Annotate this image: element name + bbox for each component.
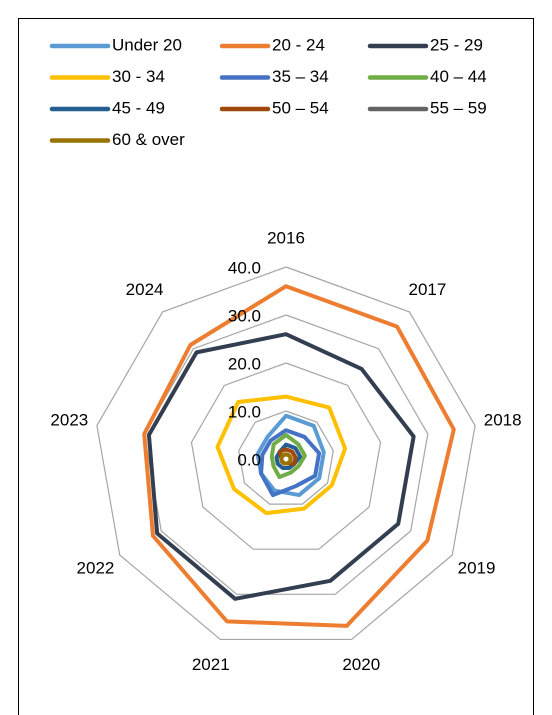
- category-label: 2016: [267, 228, 305, 247]
- series-line: [255, 413, 326, 498]
- legend-label: 20 - 24: [272, 35, 325, 54]
- category-label: 2019: [458, 558, 496, 577]
- legend-label: Under 20: [112, 35, 182, 54]
- legend-label: 25 - 29: [430, 35, 483, 54]
- series-line: [142, 284, 456, 628]
- legend-label: 50 – 54: [272, 98, 329, 117]
- grid-ring: [190, 362, 382, 550]
- legend-label: 40 – 44: [430, 67, 487, 86]
- r-tick-label: 30.0: [228, 306, 261, 325]
- legend-label: 30 - 34: [112, 67, 165, 86]
- legend-label: 55 – 59: [430, 98, 487, 117]
- grid-ring: [143, 314, 429, 595]
- series-line: [215, 394, 348, 516]
- category-label: 2020: [342, 655, 380, 674]
- r-tick-label: 20.0: [228, 354, 261, 373]
- legend-label: 60 & over: [112, 130, 185, 149]
- r-tick-label: 0.0: [237, 450, 261, 469]
- category-label: 2021: [192, 655, 230, 674]
- series-line: [259, 428, 322, 498]
- category-label: 2017: [408, 280, 446, 299]
- category-label: 2024: [126, 280, 164, 299]
- series-line: [146, 332, 416, 601]
- chart-border: [18, 18, 534, 715]
- category-label: 2018: [484, 410, 522, 429]
- series-line: [269, 433, 307, 480]
- r-tick-label: 40.0: [228, 258, 261, 277]
- series-line: [274, 442, 303, 471]
- r-tick-label: 10.0: [228, 402, 261, 421]
- legend-label: 45 - 49: [112, 98, 165, 117]
- grid-ring: [96, 266, 476, 641]
- legend-label: 35 – 34: [272, 67, 329, 86]
- category-label: 2023: [50, 410, 88, 429]
- category-label: 2022: [77, 558, 115, 577]
- grid-ring: [238, 410, 334, 505]
- series-line: [279, 452, 293, 466]
